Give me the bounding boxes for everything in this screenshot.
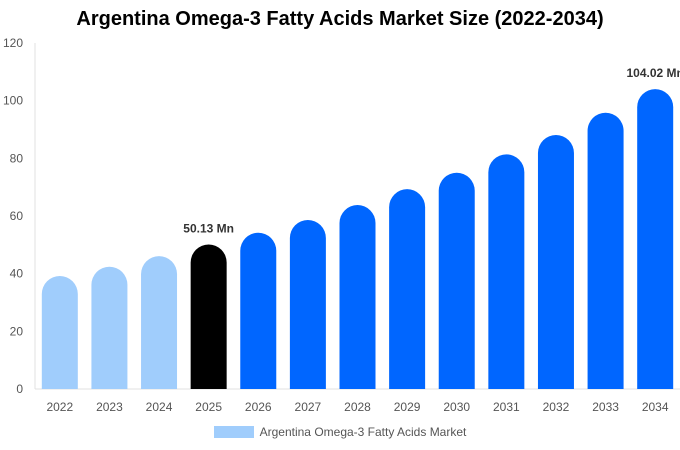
x-tick-label: 2029 xyxy=(394,400,421,414)
y-tick-label: 60 xyxy=(10,209,24,223)
bar-2028 xyxy=(339,205,376,389)
x-tick-label: 2028 xyxy=(344,400,371,414)
legend-swatch xyxy=(213,426,254,438)
y-tick-label: 40 xyxy=(10,267,24,281)
x-tick-label: 2024 xyxy=(146,400,173,414)
data-label: 50.13 Mn xyxy=(183,221,234,235)
bar-2024 xyxy=(141,256,178,389)
bar-2030 xyxy=(438,172,475,389)
x-tick-label: 2027 xyxy=(295,400,322,414)
x-tick-label: 2023 xyxy=(96,400,123,414)
bar-2029 xyxy=(389,189,426,389)
bar-2026 xyxy=(240,232,277,389)
y-tick-label: 80 xyxy=(10,151,24,165)
x-tick-label: 2022 xyxy=(46,400,73,414)
x-tick-label: 2032 xyxy=(543,400,570,414)
y-tick-label: 100 xyxy=(3,94,23,108)
data-label: 104.02 Mn xyxy=(627,66,680,80)
x-tick-label: 2031 xyxy=(493,400,520,414)
chart-title: Argentina Omega-3 Fatty Acids Market Siz… xyxy=(76,8,604,30)
bar-2032 xyxy=(537,134,574,389)
bar-2023 xyxy=(91,266,128,389)
x-tick-label: 2034 xyxy=(642,400,669,414)
bar-2033 xyxy=(587,112,624,389)
bar-2022 xyxy=(41,275,78,389)
legend: Argentina Omega-3 Fatty Acids Market xyxy=(0,425,680,439)
x-tick-label: 2033 xyxy=(592,400,619,414)
bar-2025 xyxy=(190,244,227,389)
bar-2031 xyxy=(488,154,525,389)
y-tick-label: 120 xyxy=(3,36,23,50)
x-tick-label: 2025 xyxy=(195,400,222,414)
x-tick-label: 2030 xyxy=(443,400,470,414)
bar-2034 xyxy=(637,89,674,389)
y-tick-label: 20 xyxy=(10,324,24,338)
bar-2027 xyxy=(289,220,326,389)
y-tick-label: 0 xyxy=(16,382,23,396)
legend-label: Argentina Omega-3 Fatty Acids Market xyxy=(259,425,467,439)
x-tick-label: 2026 xyxy=(245,400,272,414)
